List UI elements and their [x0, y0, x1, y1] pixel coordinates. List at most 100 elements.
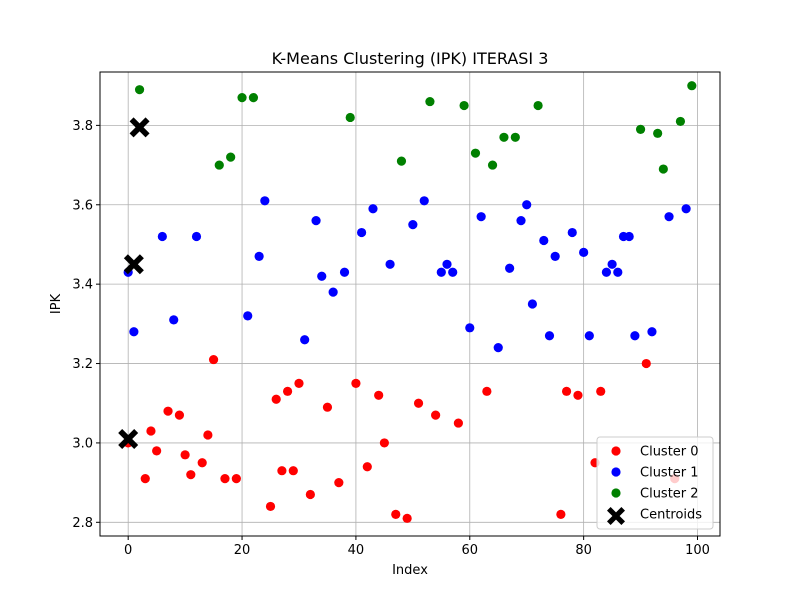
cluster-0-point [152, 446, 162, 456]
legend-label: Cluster 1 [640, 466, 699, 481]
cluster-1-point [254, 251, 264, 261]
cluster-1-point [157, 231, 167, 242]
cluster-1-point [465, 323, 475, 333]
y-tick-label: 2.8 [72, 516, 93, 531]
legend-marker-cluster-0 [611, 446, 621, 456]
cluster-1-point [419, 196, 429, 206]
cluster-0-point [596, 386, 606, 396]
cluster-1-point [624, 231, 634, 242]
cluster-2-point [635, 124, 646, 134]
cluster-1-point [681, 204, 691, 214]
cluster-2-point [237, 93, 247, 103]
cluster-1-point [630, 331, 640, 341]
cluster-2-point [345, 112, 355, 123]
cluster-0-point [186, 470, 196, 480]
cluster-0-point [288, 466, 298, 476]
cluster-1-point [129, 327, 139, 337]
plot-frame [99, 71, 721, 537]
cluster-0-point [374, 390, 384, 400]
cluster-2-point [687, 81, 697, 91]
cluster-1-point [567, 227, 577, 238]
cluster-2-point [533, 100, 543, 111]
cluster-0-point [146, 426, 156, 436]
cluster-0-point [294, 378, 304, 388]
cluster-0-point [163, 406, 173, 416]
cluster-0-point [431, 410, 441, 420]
cluster-1-point [584, 331, 594, 341]
chart-title: K-Means Clustering (IPK) ITERASI 3 [272, 49, 549, 68]
x-axis-label: Index [392, 563, 428, 578]
legend-label: Cluster 0 [640, 445, 699, 460]
cluster-1-point [385, 259, 395, 269]
cluster-1-point [544, 331, 555, 341]
cluster-2-point [470, 148, 481, 158]
cluster-1-point [476, 212, 486, 222]
y-tick-label: 3.8 [72, 119, 93, 134]
cluster-1-point [607, 259, 617, 269]
centroid-marker [129, 117, 150, 138]
cluster-1-point [601, 267, 612, 277]
legend-marker-cluster-2 [611, 488, 621, 498]
cluster-2-point [396, 156, 407, 166]
cluster-1-point [550, 251, 560, 261]
ticks-layer: 0 20 40 60 80 100 2.8 3.0 3.2 3.4 3.6 3.8 [72, 119, 710, 558]
cluster-0-point [231, 474, 241, 484]
cluster-1-point [527, 299, 538, 309]
cluster-0-point [197, 458, 207, 468]
cluster-0-point [391, 509, 401, 519]
cluster-0-point [641, 358, 651, 369]
cluster-0-point [561, 386, 572, 396]
cluster-2-point [499, 132, 509, 142]
cluster-1-point [579, 247, 589, 258]
cluster-2-point [658, 164, 668, 174]
x-tick-label: 100 [685, 543, 710, 558]
y-axis-label: IPK [49, 293, 64, 314]
cluster-1-point [647, 327, 657, 337]
legend-box [596, 436, 714, 530]
grid-layer [100, 72, 720, 536]
legend: Cluster 0 Cluster 1 Cluster 2 Centroids [596, 436, 714, 530]
legend-centroid-marker [607, 507, 625, 525]
cluster-1-point [243, 311, 253, 321]
legend-marker-cluster-1 [611, 467, 621, 477]
cluster-1-point [311, 216, 321, 226]
x-tick-label: 0 [124, 543, 132, 558]
cluster-0-point [453, 418, 463, 428]
cluster-1-point [357, 227, 367, 238]
cluster-0-point [379, 438, 389, 448]
cluster-0-point [334, 478, 344, 488]
cluster-0-point [413, 398, 424, 408]
x-tick-label: 20 [234, 543, 251, 558]
x-tick-label: 40 [348, 543, 365, 558]
cluster-1-point [368, 204, 378, 214]
cluster-1-point [408, 220, 418, 230]
y-tick-label: 3.2 [72, 357, 93, 372]
cluster-1-point [300, 335, 310, 345]
cluster-0-point [573, 390, 583, 400]
cluster-1-point [516, 216, 526, 226]
cluster-1-point [613, 267, 623, 277]
cluster-2-point [675, 116, 686, 127]
cluster-0-point [351, 378, 361, 388]
cluster-2-point [134, 85, 145, 95]
cluster-0-point [180, 450, 190, 460]
cluster-0-point [277, 466, 287, 476]
cluster-2-point [226, 152, 236, 162]
cluster-2-point [653, 128, 663, 138]
legend-label: Centroids [640, 508, 702, 523]
cluster-1-point [339, 267, 350, 277]
cluster-1-point [260, 196, 270, 206]
centroid-marker [123, 254, 144, 275]
cluster-1-point [522, 200, 532, 210]
centroid-marker [118, 428, 139, 449]
cluster-0-point [322, 402, 333, 412]
cluster-1-point [191, 231, 202, 242]
cluster-0-point [402, 513, 412, 523]
cluster-2-point [214, 160, 224, 170]
cluster-1-point [448, 267, 458, 277]
cluster-1-point [442, 259, 452, 269]
y-tick-label: 3.6 [72, 198, 93, 213]
cluster-1-point [539, 235, 549, 246]
cluster-0-point [265, 501, 276, 512]
